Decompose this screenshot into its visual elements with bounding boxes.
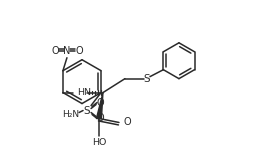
Polygon shape — [96, 93, 103, 119]
Text: O: O — [96, 98, 104, 108]
Text: H₂N: H₂N — [63, 110, 80, 119]
Text: N: N — [63, 46, 71, 56]
Text: S: S — [84, 106, 90, 115]
Text: O: O — [124, 118, 132, 127]
Text: HO: HO — [92, 138, 106, 147]
Text: O: O — [51, 46, 59, 56]
Text: S: S — [144, 74, 150, 84]
Text: O: O — [75, 46, 83, 56]
Text: HN: HN — [77, 88, 91, 97]
Text: O: O — [96, 114, 104, 123]
